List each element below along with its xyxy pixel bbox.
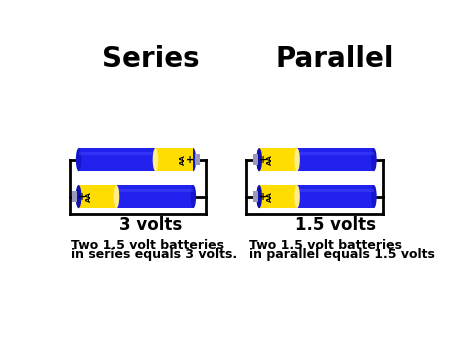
Bar (195, 154, 200, 165)
Bar (79, 148, 193, 171)
Bar (155, 148, 193, 171)
Text: Parallel: Parallel (276, 45, 394, 73)
Text: +: + (259, 155, 267, 165)
Bar (79, 152, 155, 154)
Ellipse shape (256, 148, 262, 171)
Bar (79, 185, 117, 208)
Bar (259, 148, 374, 171)
Text: +: + (78, 192, 86, 202)
Ellipse shape (76, 185, 82, 208)
Text: AA: AA (267, 154, 273, 165)
Ellipse shape (191, 148, 196, 171)
Ellipse shape (256, 185, 262, 208)
Ellipse shape (294, 148, 300, 171)
Ellipse shape (76, 185, 82, 208)
Bar (259, 148, 297, 171)
Ellipse shape (153, 148, 158, 171)
Bar (253, 191, 258, 202)
Text: AA: AA (267, 191, 273, 202)
Text: 1.5 volts: 1.5 volts (295, 216, 376, 234)
Text: +: + (259, 192, 267, 202)
Bar (72, 191, 77, 202)
Bar (117, 189, 193, 191)
Ellipse shape (76, 148, 82, 171)
Text: Series: Series (102, 45, 200, 73)
Ellipse shape (371, 148, 377, 171)
Bar (79, 185, 193, 208)
Bar (259, 185, 374, 208)
Text: in series equals 3 volts.: in series equals 3 volts. (71, 248, 237, 261)
Ellipse shape (371, 185, 377, 208)
Ellipse shape (191, 185, 196, 208)
Bar (297, 152, 374, 154)
Bar (253, 154, 258, 165)
Ellipse shape (256, 148, 262, 171)
Ellipse shape (114, 185, 119, 208)
Text: Two 1.5 volt batteries: Two 1.5 volt batteries (71, 239, 224, 252)
Ellipse shape (256, 185, 262, 208)
Bar (297, 189, 374, 191)
Text: +: + (186, 155, 194, 165)
Text: AA: AA (180, 154, 186, 165)
Text: Two 1.5 volt batteries: Two 1.5 volt batteries (249, 239, 402, 252)
Ellipse shape (294, 185, 300, 208)
Bar (259, 185, 297, 208)
Text: AA: AA (86, 191, 92, 202)
Text: in parallel equals 1.5 volts: in parallel equals 1.5 volts (249, 248, 435, 261)
Text: 3 volts: 3 volts (119, 216, 182, 234)
